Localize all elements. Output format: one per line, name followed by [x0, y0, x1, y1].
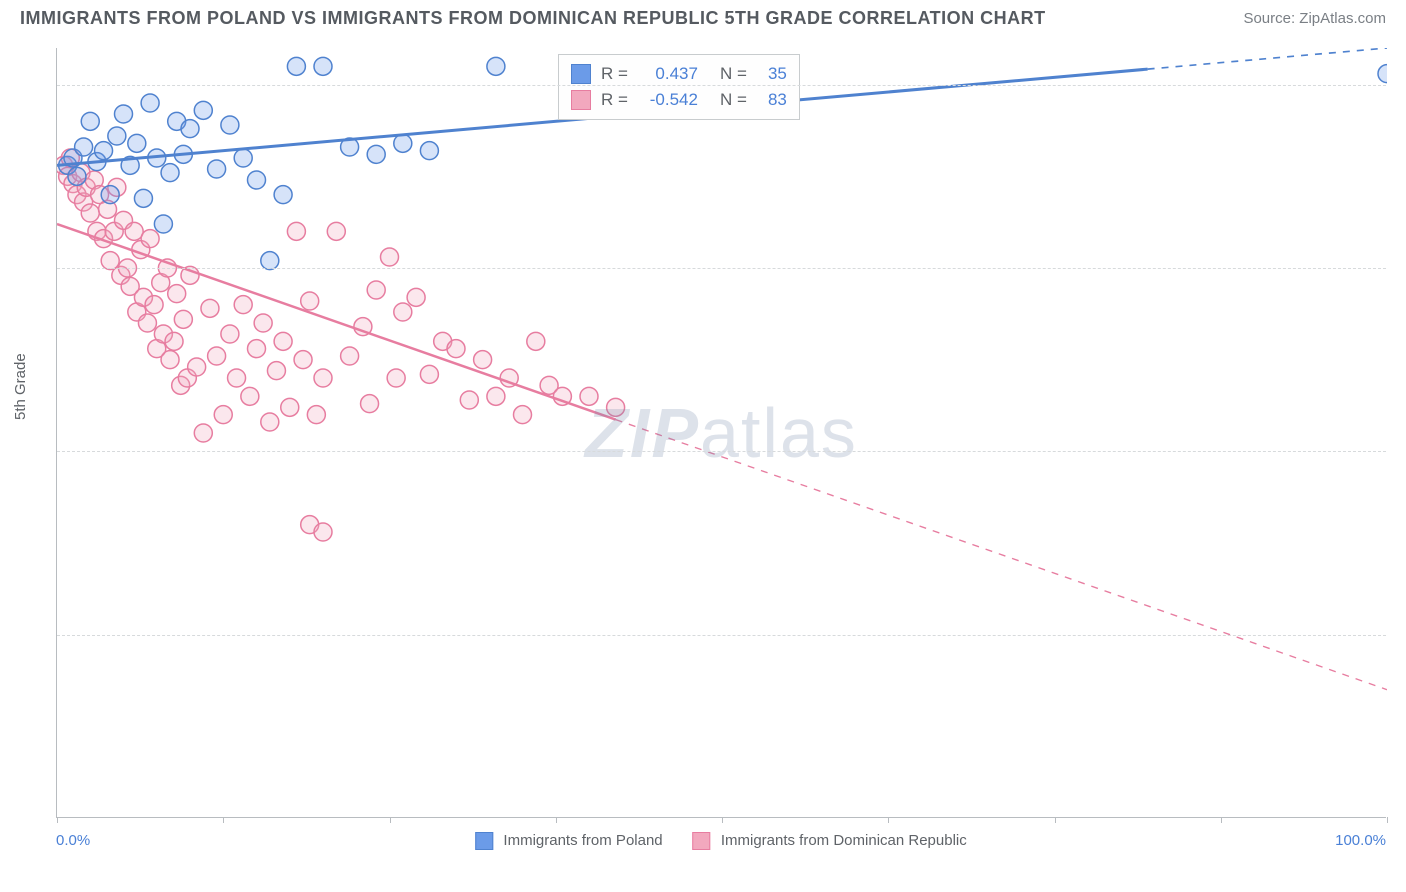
legend-item-poland: Immigrants from Poland [475, 832, 662, 850]
legend-item-dominican: Immigrants from Dominican Republic [693, 832, 967, 850]
x-tick [57, 817, 58, 823]
x-tick [888, 817, 889, 823]
correlation-stats-box: R = 0.437 N = 35 R = -0.542 N = 83 [558, 54, 800, 120]
legend-label-dominican: Immigrants from Dominican Republic [721, 832, 967, 849]
scatter-plot-svg [57, 48, 1387, 818]
gridline [57, 268, 1386, 269]
gridline [57, 451, 1386, 452]
legend: Immigrants from Poland Immigrants from D… [475, 832, 967, 850]
x-tick [1387, 817, 1388, 823]
r-label: R = [601, 61, 628, 87]
x-axis-min-label: 0.0% [56, 832, 90, 849]
gridline [57, 635, 1386, 636]
r-label: R = [601, 87, 628, 113]
r-value-poland: 0.437 [638, 61, 698, 87]
y-axis-label: 5th Grade [12, 353, 29, 420]
r-value-dominican: -0.542 [638, 87, 698, 113]
n-value-dominican: 83 [757, 87, 787, 113]
source-label: Source: ZipAtlas.com [1243, 10, 1386, 27]
legend-swatch-dominican-icon [693, 832, 711, 850]
x-tick [722, 817, 723, 823]
page-title: IMMIGRANTS FROM POLAND VS IMMIGRANTS FRO… [20, 8, 1046, 29]
stats-row-dominican: R = -0.542 N = 83 [571, 87, 787, 113]
x-axis-row: 0.0% Immigrants from Poland Immigrants f… [56, 832, 1386, 862]
stats-row-poland: R = 0.437 N = 35 [571, 61, 787, 87]
n-value-poland: 35 [757, 61, 787, 87]
x-axis-max-label: 100.0% [1335, 832, 1386, 849]
x-tick [1221, 817, 1222, 823]
legend-label-poland: Immigrants from Poland [503, 832, 662, 849]
swatch-poland-icon [571, 64, 591, 84]
x-tick [556, 817, 557, 823]
n-label: N = [720, 87, 747, 113]
x-tick [1055, 817, 1056, 823]
x-tick [223, 817, 224, 823]
swatch-dominican-icon [571, 90, 591, 110]
x-tick [390, 817, 391, 823]
n-label: N = [720, 61, 747, 87]
chart-plot-area: ZIPatlas R = 0.437 N = 35 R = -0.542 N =… [56, 48, 1386, 818]
gridline [57, 85, 1386, 86]
legend-swatch-poland-icon [475, 832, 493, 850]
